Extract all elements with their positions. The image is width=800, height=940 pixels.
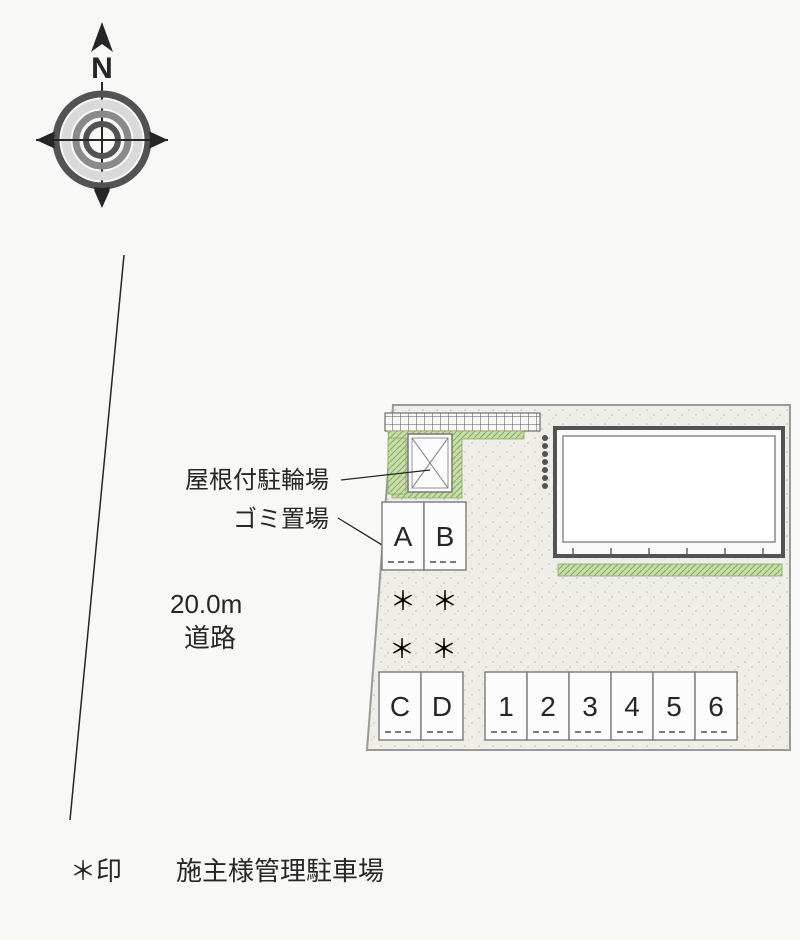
parking-slot-label: 2 bbox=[540, 691, 556, 722]
parking-slots: 123456 bbox=[485, 672, 737, 740]
parking-slot-label: 6 bbox=[708, 691, 724, 722]
parking-slot-label: 3 bbox=[582, 691, 598, 722]
svg-text:道路: 道路 bbox=[184, 623, 236, 653]
parking-slot-label: 5 bbox=[666, 691, 682, 722]
parking-slot-label: B bbox=[436, 521, 455, 552]
svg-text:ゴミ置場: ゴミ置場 bbox=[233, 506, 329, 533]
parking-slots: AB bbox=[382, 502, 466, 570]
svg-text:20.0m: 20.0m bbox=[170, 589, 242, 619]
parking-slot-label: 4 bbox=[624, 691, 640, 722]
parking-slot-label: 1 bbox=[498, 691, 514, 722]
footnote: ＊印 施主様管理駐車場 bbox=[70, 856, 384, 886]
svg-text:施主様管理駐車場: 施主様管理駐車場 bbox=[176, 856, 384, 886]
parking-slots: CD bbox=[379, 672, 463, 740]
svg-text:＊印: ＊印 bbox=[70, 856, 122, 886]
parking-slot-label: A bbox=[394, 521, 413, 552]
parking-slot-label: C bbox=[390, 691, 410, 722]
asterisk-mark: ＊ bbox=[389, 634, 415, 664]
asterisk-mark: ＊ bbox=[431, 634, 457, 664]
asterisk-mark: ＊ bbox=[432, 586, 458, 616]
svg-text:屋根付駐輪場: 屋根付駐輪場 bbox=[185, 467, 329, 494]
compass-label: N bbox=[91, 52, 113, 85]
parking-slot-label: D bbox=[432, 691, 452, 722]
asterisk-mark: ＊ bbox=[390, 586, 416, 616]
